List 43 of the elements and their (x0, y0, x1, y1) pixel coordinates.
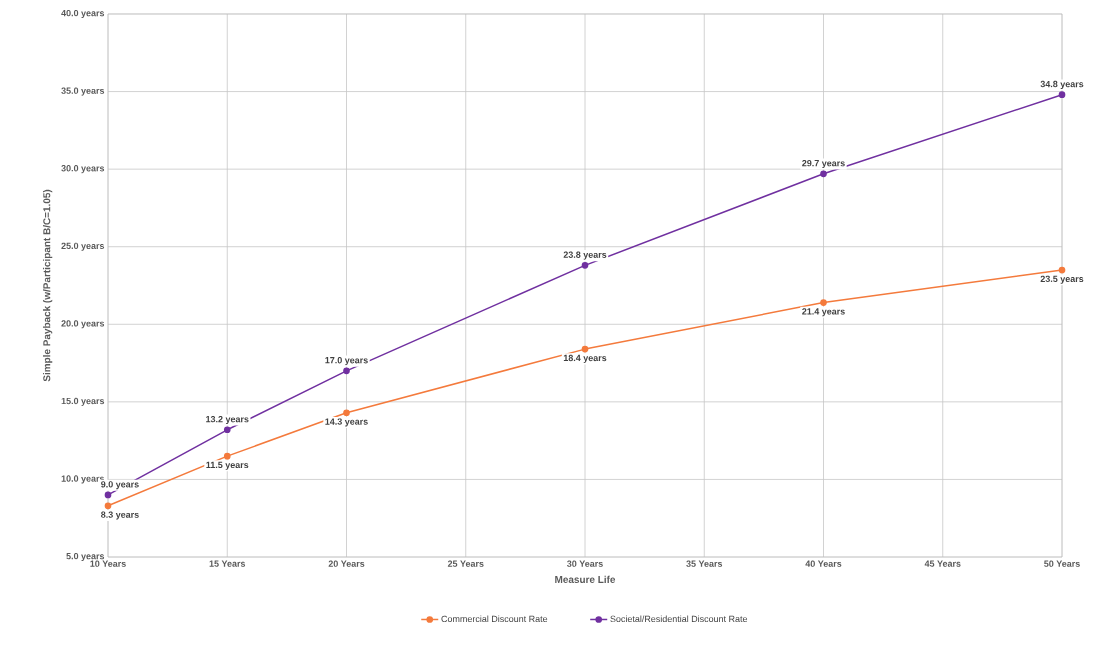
x-tick-label: 15 Years (209, 560, 246, 567)
x-tick-label: 20 Years (328, 560, 365, 567)
point (1058, 91, 1066, 99)
point (223, 452, 231, 460)
data-label: 23.8 years (563, 251, 607, 260)
y-tick-label: 20.0 years (61, 320, 105, 329)
y-tick-label: 40.0 years (61, 9, 105, 19)
y-tick-label: 30.0 years (61, 165, 105, 174)
x-tick-label: 35 Years (686, 560, 723, 567)
point (1058, 266, 1066, 274)
y-tick-label: 15.0 years (61, 397, 105, 406)
legend-label: Commercial Discount Rate (441, 615, 548, 623)
x-tick-label: 50 Years (1044, 560, 1080, 567)
point (581, 261, 589, 269)
x-axis-title: Measure Life (555, 575, 616, 584)
point (820, 170, 827, 178)
point (343, 367, 350, 375)
y-tick-label: 5.0 years (66, 552, 105, 562)
legend-label: Societal/Residential Discount Rate (610, 615, 748, 623)
y-tick-label: 25.0 years (61, 242, 105, 251)
x-tick-label: 45 Years (924, 560, 961, 567)
point (820, 299, 827, 306)
x-tick-label: 30 Years (567, 560, 603, 567)
data-label: 17.0 years (325, 357, 368, 366)
data-label: 8.3 years (101, 511, 139, 520)
point (581, 345, 589, 353)
data-label: 23.5 years (1040, 275, 1084, 284)
point (104, 502, 112, 510)
point (223, 426, 231, 434)
data-label: 11.5 years (206, 461, 249, 470)
x-tick-label: 10 Years (90, 560, 126, 567)
data-label: 13.2 years (206, 415, 249, 425)
x-tick-label: 40 Years (805, 560, 842, 567)
data-label: 14.3 years (325, 418, 368, 427)
point (104, 491, 112, 499)
x-tick-label: 25 Years (447, 560, 484, 567)
data-label: 34.8 years (1040, 80, 1084, 89)
data-label: 18.4 years (563, 354, 607, 363)
y-tick-label: 35.0 years (61, 87, 105, 96)
y-axis-title: Simple Payback (w/Participant B/C=1.05) (42, 189, 53, 382)
point (343, 409, 350, 417)
data-label: 21.4 years (802, 308, 845, 317)
data-label: 29.7 years (802, 159, 845, 169)
